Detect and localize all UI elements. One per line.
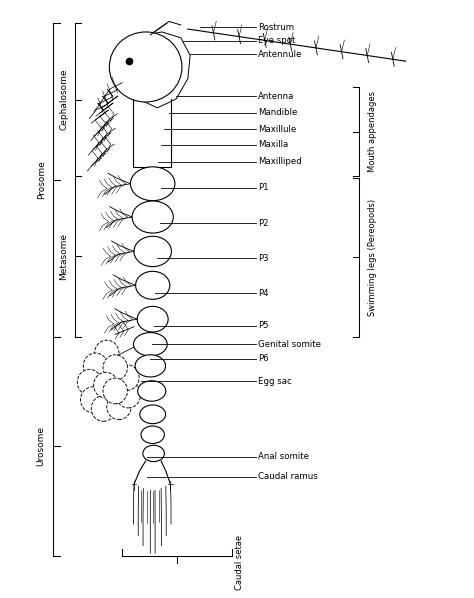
- Ellipse shape: [132, 201, 173, 233]
- Ellipse shape: [141, 426, 164, 444]
- Ellipse shape: [134, 236, 172, 267]
- Text: Cephalosome: Cephalosome: [59, 69, 68, 130]
- Text: Caudal ramus: Caudal ramus: [258, 472, 318, 481]
- Ellipse shape: [130, 167, 175, 201]
- Ellipse shape: [140, 405, 165, 423]
- Text: P2: P2: [258, 219, 269, 228]
- Text: Egg sac: Egg sac: [258, 377, 292, 386]
- Ellipse shape: [143, 446, 164, 462]
- Text: Anal somite: Anal somite: [258, 453, 309, 462]
- Text: Rostrum: Rostrum: [258, 23, 294, 32]
- Ellipse shape: [103, 355, 128, 380]
- Text: Caudal setae: Caudal setae: [235, 535, 244, 590]
- Ellipse shape: [134, 332, 167, 356]
- Text: Antenna: Antenna: [258, 91, 294, 100]
- Text: Maxilliped: Maxilliped: [258, 157, 302, 166]
- Ellipse shape: [77, 370, 101, 395]
- Ellipse shape: [107, 394, 131, 420]
- Text: Metasome: Metasome: [59, 233, 68, 280]
- Text: Urosome: Urosome: [36, 426, 46, 466]
- Text: Maxillule: Maxillule: [258, 125, 296, 134]
- Text: P6: P6: [258, 355, 269, 364]
- Ellipse shape: [137, 381, 166, 401]
- Text: P5: P5: [258, 321, 269, 330]
- Ellipse shape: [115, 365, 139, 390]
- Ellipse shape: [95, 340, 119, 366]
- Text: Prosome: Prosome: [36, 161, 46, 199]
- Ellipse shape: [116, 382, 140, 408]
- Text: Maxilla: Maxilla: [258, 140, 288, 149]
- Text: Genital somite: Genital somite: [258, 340, 321, 349]
- Ellipse shape: [83, 353, 108, 379]
- Text: P4: P4: [258, 289, 269, 298]
- Text: Antennule: Antennule: [258, 50, 302, 59]
- Ellipse shape: [135, 355, 165, 377]
- Ellipse shape: [136, 271, 170, 300]
- Ellipse shape: [94, 373, 118, 398]
- Ellipse shape: [109, 32, 182, 102]
- Text: Mouth appendages: Mouth appendages: [368, 91, 377, 172]
- Ellipse shape: [103, 378, 128, 404]
- Ellipse shape: [137, 306, 168, 332]
- Text: Mandible: Mandible: [258, 108, 298, 117]
- Ellipse shape: [81, 387, 105, 413]
- Ellipse shape: [91, 396, 116, 422]
- Text: Swimming legs (Pereopods): Swimming legs (Pereopods): [368, 199, 377, 316]
- Text: P3: P3: [258, 254, 269, 263]
- Text: Eye spot: Eye spot: [258, 36, 295, 45]
- Text: P1: P1: [258, 184, 269, 193]
